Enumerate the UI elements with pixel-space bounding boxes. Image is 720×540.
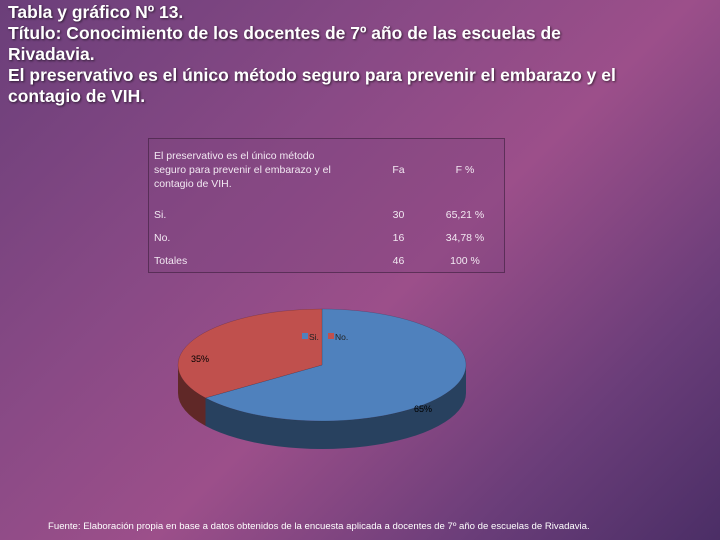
legend-entry: No. <box>335 332 348 342</box>
header-line-2: Título: Conocimiento de los docentes de … <box>8 23 561 43</box>
table-row: Totales 46 100 % <box>149 249 504 272</box>
table-header-f: F % <box>455 164 475 176</box>
table-row: No. 16 34,78 % <box>149 226 504 249</box>
pie-labels: 65% 35% <box>191 354 432 414</box>
legend-swatch <box>328 333 334 339</box>
data-table: El preservativo es el único método segur… <box>148 138 505 273</box>
table-row: Si. 30 65,21 % <box>149 203 504 226</box>
pie-legend: Si. No. <box>302 332 348 342</box>
pie-slices <box>177 308 467 422</box>
question-line-3: contagio de VIH. <box>154 178 232 190</box>
pie-depth <box>178 365 466 450</box>
row-label: Si. <box>154 208 167 221</box>
pie-data-label: 35% <box>191 354 209 364</box>
header-line-3: Rivadavia. <box>8 44 95 64</box>
table-header-row: El preservativo es el único método segur… <box>149 139 504 201</box>
row-fa: 16 <box>392 231 405 244</box>
pie-side-si <box>205 365 466 450</box>
source-footnote: Fuente: Elaboración propia en base a dat… <box>48 521 590 532</box>
pie-slice-no <box>177 308 323 399</box>
header-line-1: Tabla y gráfico Nº 13. <box>8 2 184 22</box>
row-f: 34,78 % <box>445 231 485 244</box>
pie-data-label: 65% <box>414 404 432 414</box>
row-f: 100 % <box>450 254 480 267</box>
question-line-2: seguro para prevenir el embarazo y el <box>154 164 331 176</box>
table-header-fa: Fa <box>392 164 405 176</box>
row-f: 65,21 % <box>445 208 485 221</box>
legend-swatch <box>302 333 308 339</box>
question-line-1: El preservativo es el único método <box>154 150 315 162</box>
table-header-question: El preservativo es el único método segur… <box>149 146 371 194</box>
pie-slice-si <box>204 308 467 422</box>
header-line-4: El preservativo es el único método segur… <box>8 65 616 85</box>
header-line-5: contagio de VIH. <box>8 86 146 106</box>
row-fa: 30 <box>392 208 405 221</box>
pie-side-no <box>178 365 206 426</box>
row-label: Totales <box>154 254 188 267</box>
row-label: No. <box>154 231 171 244</box>
slide-header: Tabla y gráfico Nº 13. Título: Conocimie… <box>8 2 708 107</box>
row-fa: 46 <box>392 254 405 267</box>
legend-entry: Si. <box>309 332 319 342</box>
